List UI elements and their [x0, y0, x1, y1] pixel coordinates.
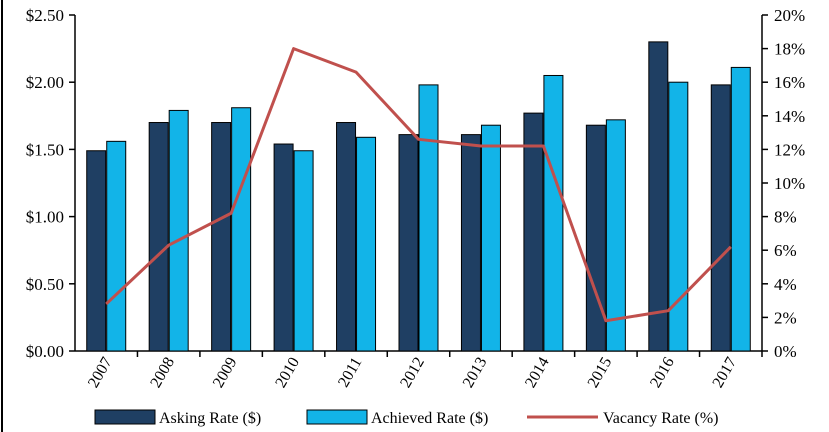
- bar-asking-rate-2016: [648, 41, 669, 352]
- legend-label-asking: Asking Rate ($): [159, 410, 261, 427]
- category-label-2015: 2015: [585, 355, 616, 391]
- bar-achieved-rate-2015: [605, 119, 626, 352]
- right-tick-label: 0%: [774, 342, 797, 361]
- category-label-2011: 2011: [335, 355, 365, 391]
- bar-achieved-rate-2009: [231, 107, 252, 352]
- bar-achieved-rate-2016: [668, 81, 689, 352]
- right-tick-label: 10%: [774, 174, 805, 193]
- legend-swatch-achieved: [306, 409, 368, 425]
- bar-achieved-rate-2010: [293, 150, 314, 352]
- right-tick-label: 18%: [774, 40, 805, 59]
- left-tick-label: $0.50: [26, 275, 64, 294]
- bars: [86, 41, 763, 357]
- legend-label-achieved: Achieved Rate ($): [371, 410, 488, 427]
- bar-achieved-rate-2008: [168, 109, 189, 352]
- bar-asking-rate-2007: [86, 150, 107, 352]
- right-tick-label: 2%: [774, 308, 797, 327]
- left-tick-label: $1.50: [26, 140, 64, 159]
- bar-asking-rate-2015: [585, 124, 606, 352]
- vacancy-rate-line: [105, 47, 732, 323]
- category-label-2009: 2009: [210, 355, 241, 391]
- right-tick-label: 12%: [774, 140, 805, 159]
- legend-label-vacancy: Vacancy Rate (%): [603, 410, 719, 427]
- legend: Asking Rate ($) Achieved Rate ($) Vacanc…: [94, 409, 719, 427]
- right-axis-ticks: 0% 2% 4% 6% 8% 10% 12% 14% 16% 18% 20%: [762, 6, 805, 361]
- right-tick-label: 20%: [774, 6, 805, 25]
- left-tick-label: $2.00: [26, 73, 64, 92]
- category-label-2013: 2013: [460, 355, 491, 391]
- category-label-2017: 2017: [710, 355, 741, 391]
- bar-asking-rate-2011: [336, 122, 357, 352]
- left-tick-label: $1.00: [26, 208, 64, 227]
- bar-asking-rate-2008: [148, 122, 169, 352]
- left-tick-label: $0.00: [26, 342, 64, 361]
- bar-achieved-rate-2017: [730, 66, 751, 352]
- legend-swatch-asking: [94, 409, 156, 425]
- category-label-2007: 2007: [85, 355, 116, 391]
- right-tick-label: 14%: [774, 107, 805, 126]
- category-label-2012: 2012: [397, 355, 428, 391]
- right-tick-label: 4%: [774, 275, 797, 294]
- bar-achieved-rate-2012: [418, 84, 439, 352]
- category-label-2008: 2008: [147, 355, 178, 391]
- category-label-2014: 2014: [522, 355, 553, 391]
- category-label-2016: 2016: [647, 355, 678, 391]
- bar-asking-rate-2010: [273, 143, 294, 352]
- left-axis-ticks: $0.00 $0.50 $1.00 $1.50 $2.00 $2.50: [26, 6, 75, 361]
- bar-achieved-rate-2013: [480, 124, 501, 352]
- bar-achieved-rate-2014: [543, 74, 564, 352]
- category-labels: 2007 2008 2009 2010 2011 2012 2013 2014 2015 2016…: [85, 355, 740, 391]
- bar-asking-rate-2013: [460, 134, 481, 352]
- right-tick-label: 8%: [774, 208, 797, 227]
- vacancy-line-layer: [105, 47, 732, 323]
- left-tick-label: $2.50: [26, 6, 64, 25]
- bar-asking-rate-2009: [211, 122, 232, 352]
- category-label-2010: 2010: [272, 355, 303, 391]
- right-tick-label: 16%: [774, 73, 805, 92]
- bar-asking-rate-2017: [710, 84, 731, 352]
- right-tick-label: 6%: [774, 241, 797, 260]
- bar-asking-rate-2014: [523, 112, 544, 352]
- bar-achieved-rate-2007: [106, 140, 127, 352]
- bar-achieved-rate-2011: [356, 136, 377, 352]
- bar-asking-rate-2012: [398, 134, 419, 352]
